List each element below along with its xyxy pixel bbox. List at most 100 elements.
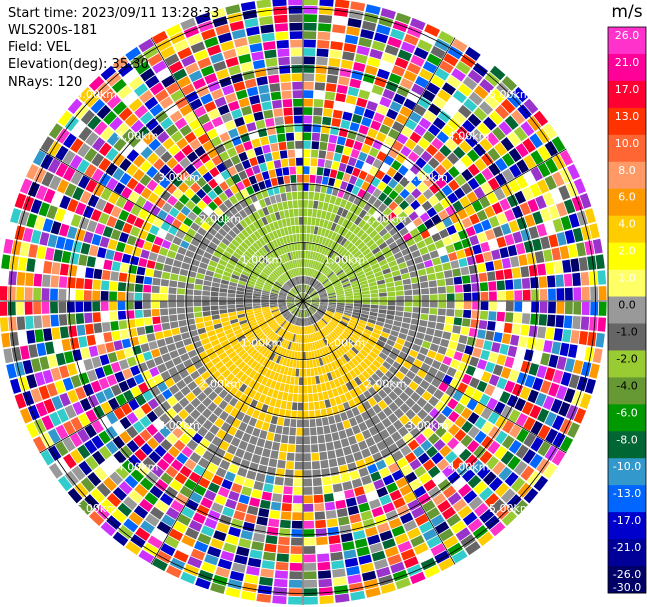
range-gate-cell [310,225,315,234]
range-gate-cell [317,201,324,210]
range-gate-cell [486,192,498,205]
range-gate-cell [323,281,331,287]
range-gate-cell [563,199,576,214]
range-gate-cell [371,177,381,188]
range-gate-cell [320,210,327,219]
range-gate-cell [342,283,351,288]
range-gate-cell [340,154,350,164]
range-gate-cell [340,276,348,282]
range-gate-cell [495,104,510,120]
range-gate-cell [573,178,587,195]
range-gate-cell [351,283,360,288]
range-gate-cell [481,153,494,167]
range-gate-cell [317,262,322,271]
range-gate-cell [307,276,311,285]
range-gate-cell [382,116,395,128]
range-gate-cell [426,53,442,67]
range-gate-cell [345,253,353,261]
range-gate-cell [342,173,351,183]
range-gate-cell [317,31,331,41]
range-gate-cell [411,83,425,96]
range-gate-cell [319,141,328,151]
range-gate-cell [404,138,417,150]
range-gate-cell [567,164,580,180]
range-gate-cell [303,107,313,115]
range-gate-cell [387,301,396,306]
range-gate-cell [343,43,357,53]
range-gate-cell [388,73,402,85]
range-gate-cell [419,275,428,283]
range-gate-cell [303,225,307,234]
range-gate-cell [317,287,325,293]
range-gate-cell [327,290,336,295]
range-gate-cell [334,197,342,206]
range-gate-cell [581,286,590,301]
range-gate-cell [339,199,348,208]
range-gate-cell [318,263,324,272]
range-gate-cell [421,288,430,295]
range-gate-cell [396,256,405,265]
range-gate-cell [562,329,572,343]
range-gate-cell [576,210,588,226]
range-gate-cell [328,177,336,187]
range-gate-cell [477,55,494,71]
range-gate-cell [412,307,421,313]
range-gate-cell [321,246,327,255]
range-gate-cell [315,272,322,280]
range-gate-cell [360,260,369,267]
range-gate-cell [435,322,445,331]
range-gate-cell [514,290,523,301]
range-gate-cell [431,137,444,150]
range-gate-cell [553,260,563,274]
range-gate-cell [311,269,315,277]
range-gate-cell [313,280,319,288]
range-gate-cell [532,211,544,225]
range-gate-cell [418,68,433,81]
range-gate-cell [364,173,375,184]
range-gate-cell [343,285,352,290]
range-gate-cell [467,69,483,84]
range-gate-cell [320,255,326,263]
range-gate-cell [421,253,431,262]
range-gate-cell [345,183,354,193]
range-gate-cell [454,160,467,173]
range-gate-cell [511,109,526,125]
range-gate-cell [349,258,358,266]
range-gate-cell [354,206,363,216]
range-gate-cell [580,271,590,286]
range-gate-cell [315,262,320,270]
range-gate-cell [372,158,383,169]
range-gate-cell [412,144,425,156]
range-gate-cell [431,232,442,242]
range-gate-cell [474,172,487,186]
range-gate-cell [423,236,434,246]
range-gate-cell [411,176,422,187]
range-gate-cell [334,101,345,111]
range-gate-cell [405,194,416,205]
range-gate-cell [313,99,324,108]
range-gate-cell [326,285,334,291]
range-gate-cell [412,217,423,227]
range-gate-cell [307,268,310,276]
range-gate-cell [562,259,572,273]
range-gate-cell [340,248,348,257]
range-gate-cell [347,18,362,28]
range-gate-cell [337,298,345,301]
range-gate-cell [347,86,360,97]
range-gate-cell [316,56,328,66]
range-gate-cell [543,249,553,262]
range-gate-cell [447,96,462,110]
range-gate-cell [338,76,350,86]
colorbar-tick-label: 26.0 [615,29,640,42]
range-gate-cell [315,283,322,290]
colorbar-tick-label: -1.0 [616,326,637,339]
range-gate-cell [341,208,349,218]
range-gate-cell [442,262,452,271]
range-gate-cell [326,287,335,292]
range-gate-cell [328,250,335,259]
range-gate-cell [354,298,362,301]
range-gate-cell [385,237,395,246]
range-gate-cell [489,291,497,301]
range-gate-cell [451,38,468,53]
